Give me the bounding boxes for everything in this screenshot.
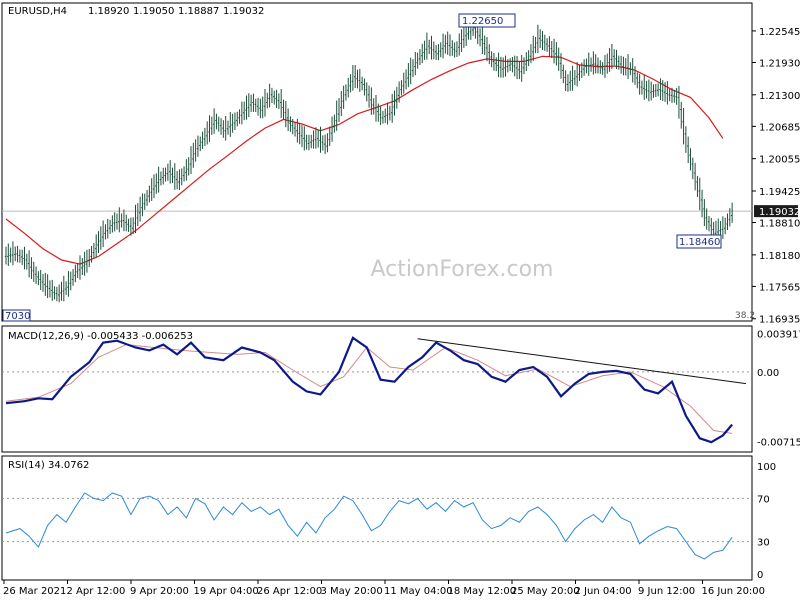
x-tick-label: 18 May 12:00 xyxy=(448,586,517,597)
macd-panel-frame xyxy=(1,325,753,453)
macd-tick-label: -0.007152 xyxy=(757,438,800,449)
rsi-line xyxy=(5,492,733,560)
rsi-tick-label: 70 xyxy=(757,494,770,505)
panel-frames xyxy=(1,2,753,581)
rsi-label: RSI(14) 34.0762 xyxy=(8,460,89,471)
macd-label: MACD(12,26,9) -0.005433 -0.006253 xyxy=(8,331,193,342)
ohlc-high: 1.19050 xyxy=(133,6,174,17)
x-tick-label: 19 Apr 04:00 xyxy=(194,586,259,597)
left-low-annotation-box xyxy=(2,309,31,322)
price-tick-label: 1.20055 xyxy=(759,155,800,166)
ohlc-low: 1.18887 xyxy=(178,6,219,17)
price-tick-label: 1.19425 xyxy=(759,187,800,198)
ohlc-close: 1.19032 xyxy=(223,6,264,17)
left-low-annotation-label: 7030 xyxy=(5,311,30,322)
rsi-tick-label: 0 xyxy=(757,570,763,581)
macd-trendline xyxy=(417,338,747,385)
macd-main-line xyxy=(5,336,733,444)
price-panel-frame xyxy=(1,2,753,322)
x-tick-label: 26 Mar 2021 xyxy=(3,586,66,597)
low-annotation-label: 1.18460 xyxy=(679,237,720,248)
price-tick-label: 1.18180 xyxy=(759,251,800,262)
macd-signal-line xyxy=(5,344,733,434)
x-tick-label: 26 Apr 12:00 xyxy=(257,586,322,597)
price-tick-label: 1.17565 xyxy=(759,282,800,293)
x-tick-label: 9 Jun 12:00 xyxy=(638,586,695,597)
annotations: 1.22650 1.18460 7030 38.2 xyxy=(2,13,755,322)
price-tick-label: 1.20685 xyxy=(759,122,800,133)
x-tick-label: 16 Jun 20:00 xyxy=(702,586,766,597)
rsi-panel xyxy=(5,492,733,560)
current-price-label: 1.19032 xyxy=(759,207,800,218)
low-annotation-box xyxy=(676,234,722,249)
x-tick-label: 2 Jun 04:00 xyxy=(575,586,632,597)
rsi-panel-frame xyxy=(1,455,753,581)
x-tick-label: 11 May 04:00 xyxy=(384,586,453,597)
axis-labels: 1.22545 1.21930 1.21300 1.20685 1.20055 1.194… xyxy=(3,27,800,597)
price-bars xyxy=(4,20,733,303)
ohlc-open: 1.18920 xyxy=(88,6,129,17)
x-tick-label: 9 Apr 20:00 xyxy=(130,586,189,597)
macd-panel xyxy=(5,336,747,444)
rsi-tick-label: 30 xyxy=(757,538,770,549)
price-tick-label: 1.21930 xyxy=(759,58,800,69)
price-tick-label: 1.21300 xyxy=(759,91,800,102)
rsi-tick-label: 100 xyxy=(757,462,776,473)
price-tick-label: 1.22545 xyxy=(759,27,800,38)
macd-tick-label: 0.003917 xyxy=(757,330,800,341)
symbol-label: EURUSD,H4 xyxy=(8,6,67,17)
fib-level-label: 38.2 xyxy=(735,311,755,321)
x-tick-label: 2 Apr 12:00 xyxy=(67,586,126,597)
watermark: ActionForex.com xyxy=(371,257,554,282)
price-tick-label: 1.16935 xyxy=(759,315,800,326)
high-annotation-box xyxy=(458,13,516,28)
x-tick-label: 25 May 20:00 xyxy=(511,586,580,597)
price-tick-label: 1.18810 xyxy=(759,219,800,230)
macd-tick-label: 0.00 xyxy=(757,368,779,379)
current-price-box xyxy=(754,205,798,218)
high-annotation-label: 1.22650 xyxy=(462,16,503,27)
x-tick-label: 3 May 20:00 xyxy=(321,586,383,597)
